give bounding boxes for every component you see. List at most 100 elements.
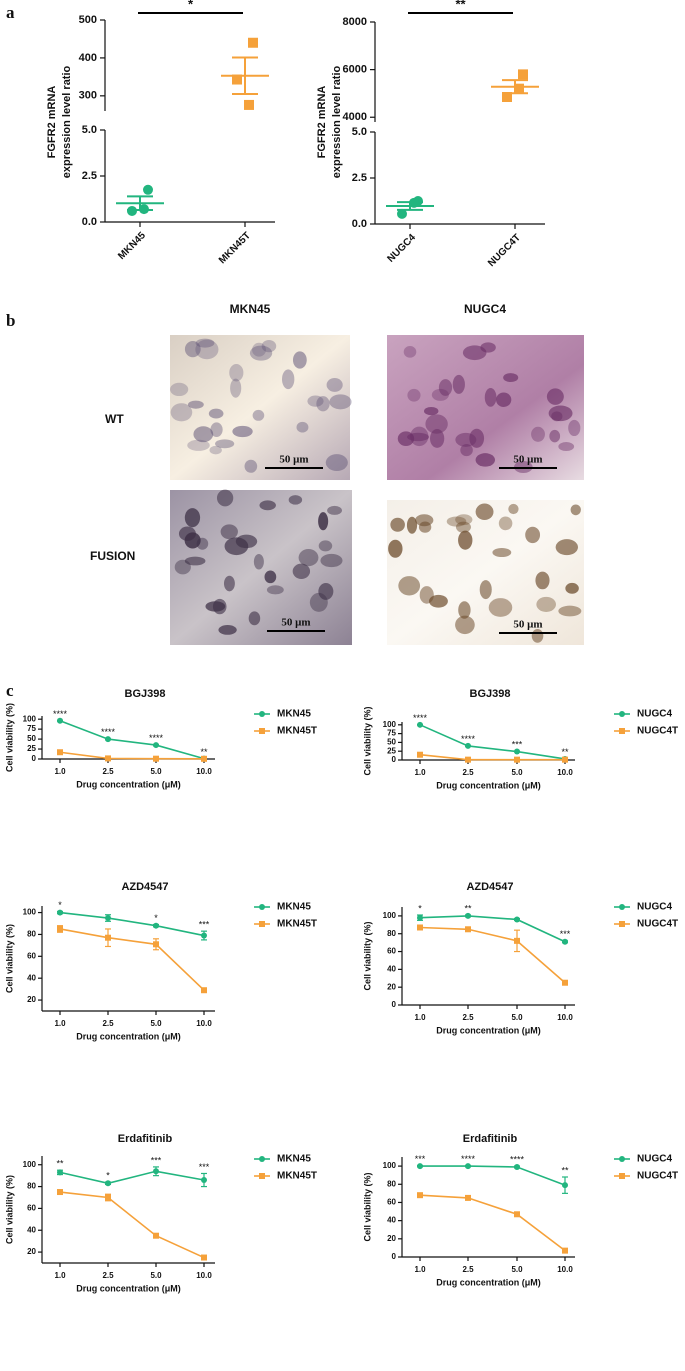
significance: ** bbox=[561, 747, 569, 757]
y-tick-label: 100 bbox=[23, 714, 37, 723]
cell bbox=[259, 500, 276, 511]
y-tick-label: 300 bbox=[79, 90, 97, 102]
significance: **** bbox=[149, 733, 164, 743]
y-tick-label: 20 bbox=[27, 995, 36, 1004]
marker bbox=[465, 1163, 471, 1170]
legend-marker bbox=[259, 1156, 265, 1162]
panel-label: a bbox=[6, 3, 15, 22]
y-tick-label: 0.0 bbox=[82, 216, 97, 228]
cell bbox=[419, 586, 434, 604]
y-tick-label: 75 bbox=[27, 724, 36, 733]
y-tick-label: 400 bbox=[79, 52, 97, 64]
x-tick-label: 2.5 bbox=[102, 767, 114, 776]
cell bbox=[252, 409, 265, 421]
cell bbox=[296, 421, 309, 433]
cell bbox=[525, 526, 541, 544]
cell bbox=[264, 570, 277, 584]
marker bbox=[562, 1182, 568, 1189]
cell bbox=[429, 594, 448, 608]
legend-label: NUGC4 bbox=[637, 1154, 672, 1165]
chart-title: Erdafitinib bbox=[118, 1133, 173, 1145]
marker bbox=[201, 987, 207, 994]
cell bbox=[318, 512, 329, 531]
marker bbox=[465, 742, 471, 749]
y-tick-label: 0 bbox=[392, 1252, 397, 1261]
cell bbox=[318, 582, 334, 600]
y-tick-label: 0 bbox=[32, 754, 37, 763]
series-line bbox=[420, 1165, 566, 1186]
legend-marker bbox=[259, 904, 265, 910]
marker bbox=[153, 755, 159, 762]
x-tick-label: NUGC4T bbox=[486, 232, 523, 269]
cell bbox=[531, 629, 544, 643]
legend-marker bbox=[619, 728, 625, 734]
cell bbox=[281, 369, 295, 390]
x-tick-label: 2.5 bbox=[102, 1271, 114, 1280]
panel-label: b bbox=[6, 311, 15, 330]
y-tick-label: 80 bbox=[387, 929, 396, 938]
x-tick-label: MKN45 bbox=[116, 230, 148, 262]
marker bbox=[139, 204, 149, 215]
cell bbox=[248, 611, 261, 626]
marker bbox=[127, 205, 137, 216]
x-tick-label: 5.0 bbox=[150, 767, 162, 776]
significance: * bbox=[154, 913, 158, 923]
cell bbox=[455, 615, 475, 635]
marker bbox=[417, 1192, 423, 1199]
series-line bbox=[59, 911, 205, 937]
cell bbox=[216, 489, 234, 507]
series-line bbox=[419, 915, 566, 943]
x-axis-label: Drug concentration (μM) bbox=[76, 779, 181, 789]
cell bbox=[407, 432, 429, 442]
series-line bbox=[419, 1194, 566, 1252]
legend-marker bbox=[259, 921, 265, 927]
y-tick-label: 40 bbox=[27, 1225, 36, 1234]
cell bbox=[455, 514, 473, 526]
y-tick-label: 80 bbox=[27, 1182, 36, 1191]
marker bbox=[201, 1177, 207, 1184]
marker bbox=[57, 749, 63, 756]
series-line bbox=[59, 1170, 205, 1185]
cell bbox=[326, 377, 343, 392]
x-tick-label: 5.0 bbox=[150, 1271, 162, 1280]
y-tick-label: 25 bbox=[387, 746, 396, 755]
cell bbox=[458, 530, 473, 550]
y-axis-label: Cell viability (%) bbox=[4, 1175, 14, 1244]
significance: *** bbox=[415, 1154, 426, 1164]
marker bbox=[57, 909, 63, 916]
cell bbox=[292, 351, 307, 369]
cell bbox=[184, 508, 201, 528]
marker bbox=[201, 932, 207, 939]
y-tick-label: 40 bbox=[387, 1216, 396, 1225]
y-tick-label: 60 bbox=[387, 947, 396, 956]
cell bbox=[407, 388, 421, 402]
cell bbox=[458, 601, 471, 619]
cell bbox=[565, 582, 579, 594]
marker bbox=[397, 208, 407, 219]
legend-label: MKN45 bbox=[277, 1154, 311, 1165]
cell bbox=[570, 504, 581, 516]
y-tick-label: 100 bbox=[383, 720, 397, 729]
x-tick-label: 2.5 bbox=[462, 1013, 474, 1022]
x-tick-label: NUGC4 bbox=[385, 232, 418, 265]
y-axis-label: Cell viability (%) bbox=[362, 1172, 372, 1241]
cell bbox=[549, 429, 561, 443]
marker bbox=[57, 717, 63, 724]
significance: ** bbox=[464, 903, 472, 913]
cell bbox=[488, 598, 513, 617]
column-label: NUGC4 bbox=[464, 302, 506, 316]
cell bbox=[187, 439, 210, 451]
x-axis-label: Drug concentration (μM) bbox=[436, 780, 541, 790]
marker bbox=[514, 1164, 520, 1170]
marker bbox=[105, 1194, 111, 1201]
marker bbox=[153, 1168, 159, 1175]
marker bbox=[201, 1254, 207, 1261]
y-tick-label: 50 bbox=[27, 734, 36, 743]
significance: **** bbox=[413, 713, 428, 723]
series-line bbox=[59, 1191, 205, 1259]
x-tick-label: 10.0 bbox=[196, 1271, 212, 1280]
y-axis-label: Cell viability (%) bbox=[4, 924, 14, 993]
y-tick-label: 20 bbox=[27, 1247, 36, 1256]
x-tick-label: 2.5 bbox=[462, 768, 474, 777]
